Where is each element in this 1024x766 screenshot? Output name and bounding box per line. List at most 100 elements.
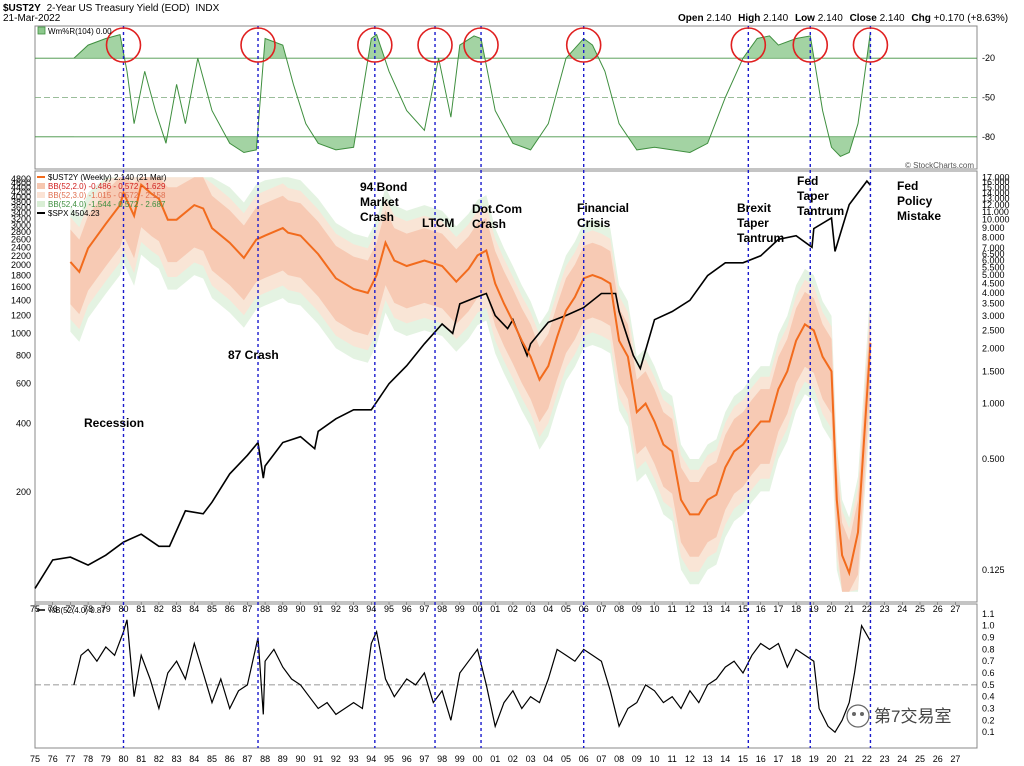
x-tick-label: 22 bbox=[862, 604, 872, 614]
yield-tick-label: 6.500 bbox=[982, 249, 1005, 259]
event-circle bbox=[852, 27, 889, 63]
x-tick-label: 05 bbox=[561, 754, 571, 764]
x-tick-label: 10 bbox=[649, 754, 659, 764]
ohlc-readout: Open 2.140 High 2.140 Low 2.140 Close 2.… bbox=[678, 13, 1008, 24]
wmr-legend-label: Wm%R(104) 0.00 bbox=[48, 27, 112, 36]
x-tick-label: 26 bbox=[933, 754, 943, 764]
x-tick-label: 88 bbox=[260, 754, 270, 764]
spx-tick-label: 2200 bbox=[11, 251, 31, 261]
annotation-dotcom: Dot.Com Crash bbox=[472, 202, 525, 231]
x-tick-label: 78 bbox=[83, 754, 93, 764]
wmr-line bbox=[73, 31, 871, 157]
spx-tick-label: 2600 bbox=[11, 234, 31, 244]
x-tick-label: 89 bbox=[278, 604, 288, 614]
x-tick-label: 79 bbox=[101, 604, 111, 614]
yield-tick-label: 14.000 bbox=[982, 188, 1010, 198]
x-tick-label: 85 bbox=[207, 754, 217, 764]
yield-tick-label: 5.000 bbox=[982, 270, 1005, 280]
wmr-tick-label: -80 bbox=[982, 132, 995, 142]
annotation-recession: Recession bbox=[84, 416, 144, 430]
x-tick-label: 12 bbox=[685, 604, 695, 614]
annotations: Recession 87 Crash 94 Bond Market Crash … bbox=[84, 174, 941, 430]
x-tick-label: 00 bbox=[472, 754, 482, 764]
x-tick-label: 20 bbox=[826, 604, 836, 614]
x-tick-label: 19 bbox=[809, 604, 819, 614]
legend-bb2: BB(52,2.0) -0.486 - 0.572 - 1.629 bbox=[48, 182, 166, 191]
x-tick-label: 18 bbox=[791, 754, 801, 764]
x-tick-label: 18 bbox=[791, 604, 801, 614]
x-tick-label: 95 bbox=[384, 754, 394, 764]
x-tick-label: 76 bbox=[48, 604, 58, 614]
x-tick-label: 25 bbox=[915, 754, 925, 764]
annotation-87-crash: 87 Crash bbox=[228, 348, 279, 362]
yield-tick-label: 4.500 bbox=[982, 278, 1005, 288]
pctb-legend-label: %B(52,4.0) 0.87 bbox=[48, 606, 106, 615]
x-tick-label: 23 bbox=[880, 604, 890, 614]
spx-tick-label: 3000 bbox=[11, 220, 31, 230]
x-tick-label: 93 bbox=[349, 754, 359, 764]
watermark: 第7交易室 bbox=[846, 704, 951, 728]
x-tick-label: 01 bbox=[490, 604, 500, 614]
x-tick-label: 77 bbox=[65, 604, 75, 614]
x-tick-label: 21 bbox=[844, 604, 854, 614]
spx-tick-label: 3600 bbox=[11, 202, 31, 212]
x-tick-label: 98 bbox=[437, 754, 447, 764]
annotation-brexit: Brexit Taper Tantrum bbox=[737, 201, 784, 245]
spx-tick-label: 3400 bbox=[11, 208, 31, 218]
yield-tick-label: 16.000 bbox=[982, 177, 1010, 187]
x-tick-label: 91 bbox=[313, 604, 323, 614]
x-tick-label: 95 bbox=[384, 604, 394, 614]
price-legend: $UST2Y (Weekly) 2.140 (21 Mar) BB(52,2.0… bbox=[37, 173, 167, 218]
x-tick-label: 13 bbox=[703, 604, 713, 614]
pctb-tick-label: 0.2 bbox=[982, 715, 995, 725]
x-tick-label: 86 bbox=[225, 754, 235, 764]
wmr-tick-label: -20 bbox=[982, 53, 995, 63]
x-tick-label: 16 bbox=[756, 754, 766, 764]
yield-tick-label: 6.000 bbox=[982, 256, 1005, 266]
description: 2-Year US Treasury Yield (EOD) bbox=[47, 3, 190, 14]
x-tick-label: 27 bbox=[950, 604, 960, 614]
yield-tick-label: 3.000 bbox=[982, 311, 1005, 321]
x-tick-label: 12 bbox=[685, 754, 695, 764]
bb-2-band bbox=[70, 177, 871, 592]
symbol: $UST2Y bbox=[3, 3, 41, 14]
spx-tick-label: 2000 bbox=[11, 260, 31, 270]
x-tick-label: 98 bbox=[437, 604, 447, 614]
x-tick-label: 92 bbox=[331, 604, 341, 614]
index-tag: INDX bbox=[195, 3, 219, 14]
x-tick-label: 21 bbox=[844, 754, 854, 764]
x-tick-label: 15 bbox=[738, 754, 748, 764]
x-tick-label: 16 bbox=[756, 604, 766, 614]
x-tick-label: 82 bbox=[154, 604, 164, 614]
x-tick-label: 07 bbox=[596, 604, 606, 614]
x-tick-label: 04 bbox=[543, 604, 553, 614]
x-tick-label: 94 bbox=[366, 604, 376, 614]
x-tick-label: 81 bbox=[136, 754, 146, 764]
x-tick-label: 00 bbox=[472, 604, 482, 614]
spx-line bbox=[34, 179, 872, 589]
annotation-ltcm: LTCM bbox=[422, 216, 454, 230]
x-tick-label: 81 bbox=[136, 604, 146, 614]
pctb-tick-label: 1.1 bbox=[982, 609, 995, 619]
spx-tick-label: 4800 bbox=[11, 174, 31, 184]
x-tick-label: 02 bbox=[508, 754, 518, 764]
x-tick-label: 78 bbox=[83, 604, 93, 614]
x-tick-label: 96 bbox=[402, 754, 412, 764]
x-tick-label: 04 bbox=[543, 754, 553, 764]
x-tick-label: 88 bbox=[260, 604, 270, 614]
pctb-tick-label: 0.9 bbox=[982, 633, 995, 643]
spx-tick-label: 1400 bbox=[11, 295, 31, 305]
yield-tick-label: 9.000 bbox=[982, 223, 1005, 233]
yield-tick-label: 7.000 bbox=[982, 243, 1005, 253]
tick-layer: -20-50-8017.00016.00015.00014.00013.0001… bbox=[11, 53, 1010, 764]
x-tick-label: 90 bbox=[295, 754, 305, 764]
spx-tick-label: 400 bbox=[16, 419, 31, 429]
x-tick-label: 08 bbox=[614, 604, 624, 614]
event-lines bbox=[105, 26, 889, 748]
spx-tick-label: 3200 bbox=[11, 214, 31, 224]
annotation-fed-taper: Fed Taper Tantrum bbox=[797, 174, 844, 218]
yield-tick-label: 17.000 bbox=[982, 172, 1010, 182]
x-tick-label: 97 bbox=[419, 754, 429, 764]
spx-tick-label: 1200 bbox=[11, 310, 31, 320]
